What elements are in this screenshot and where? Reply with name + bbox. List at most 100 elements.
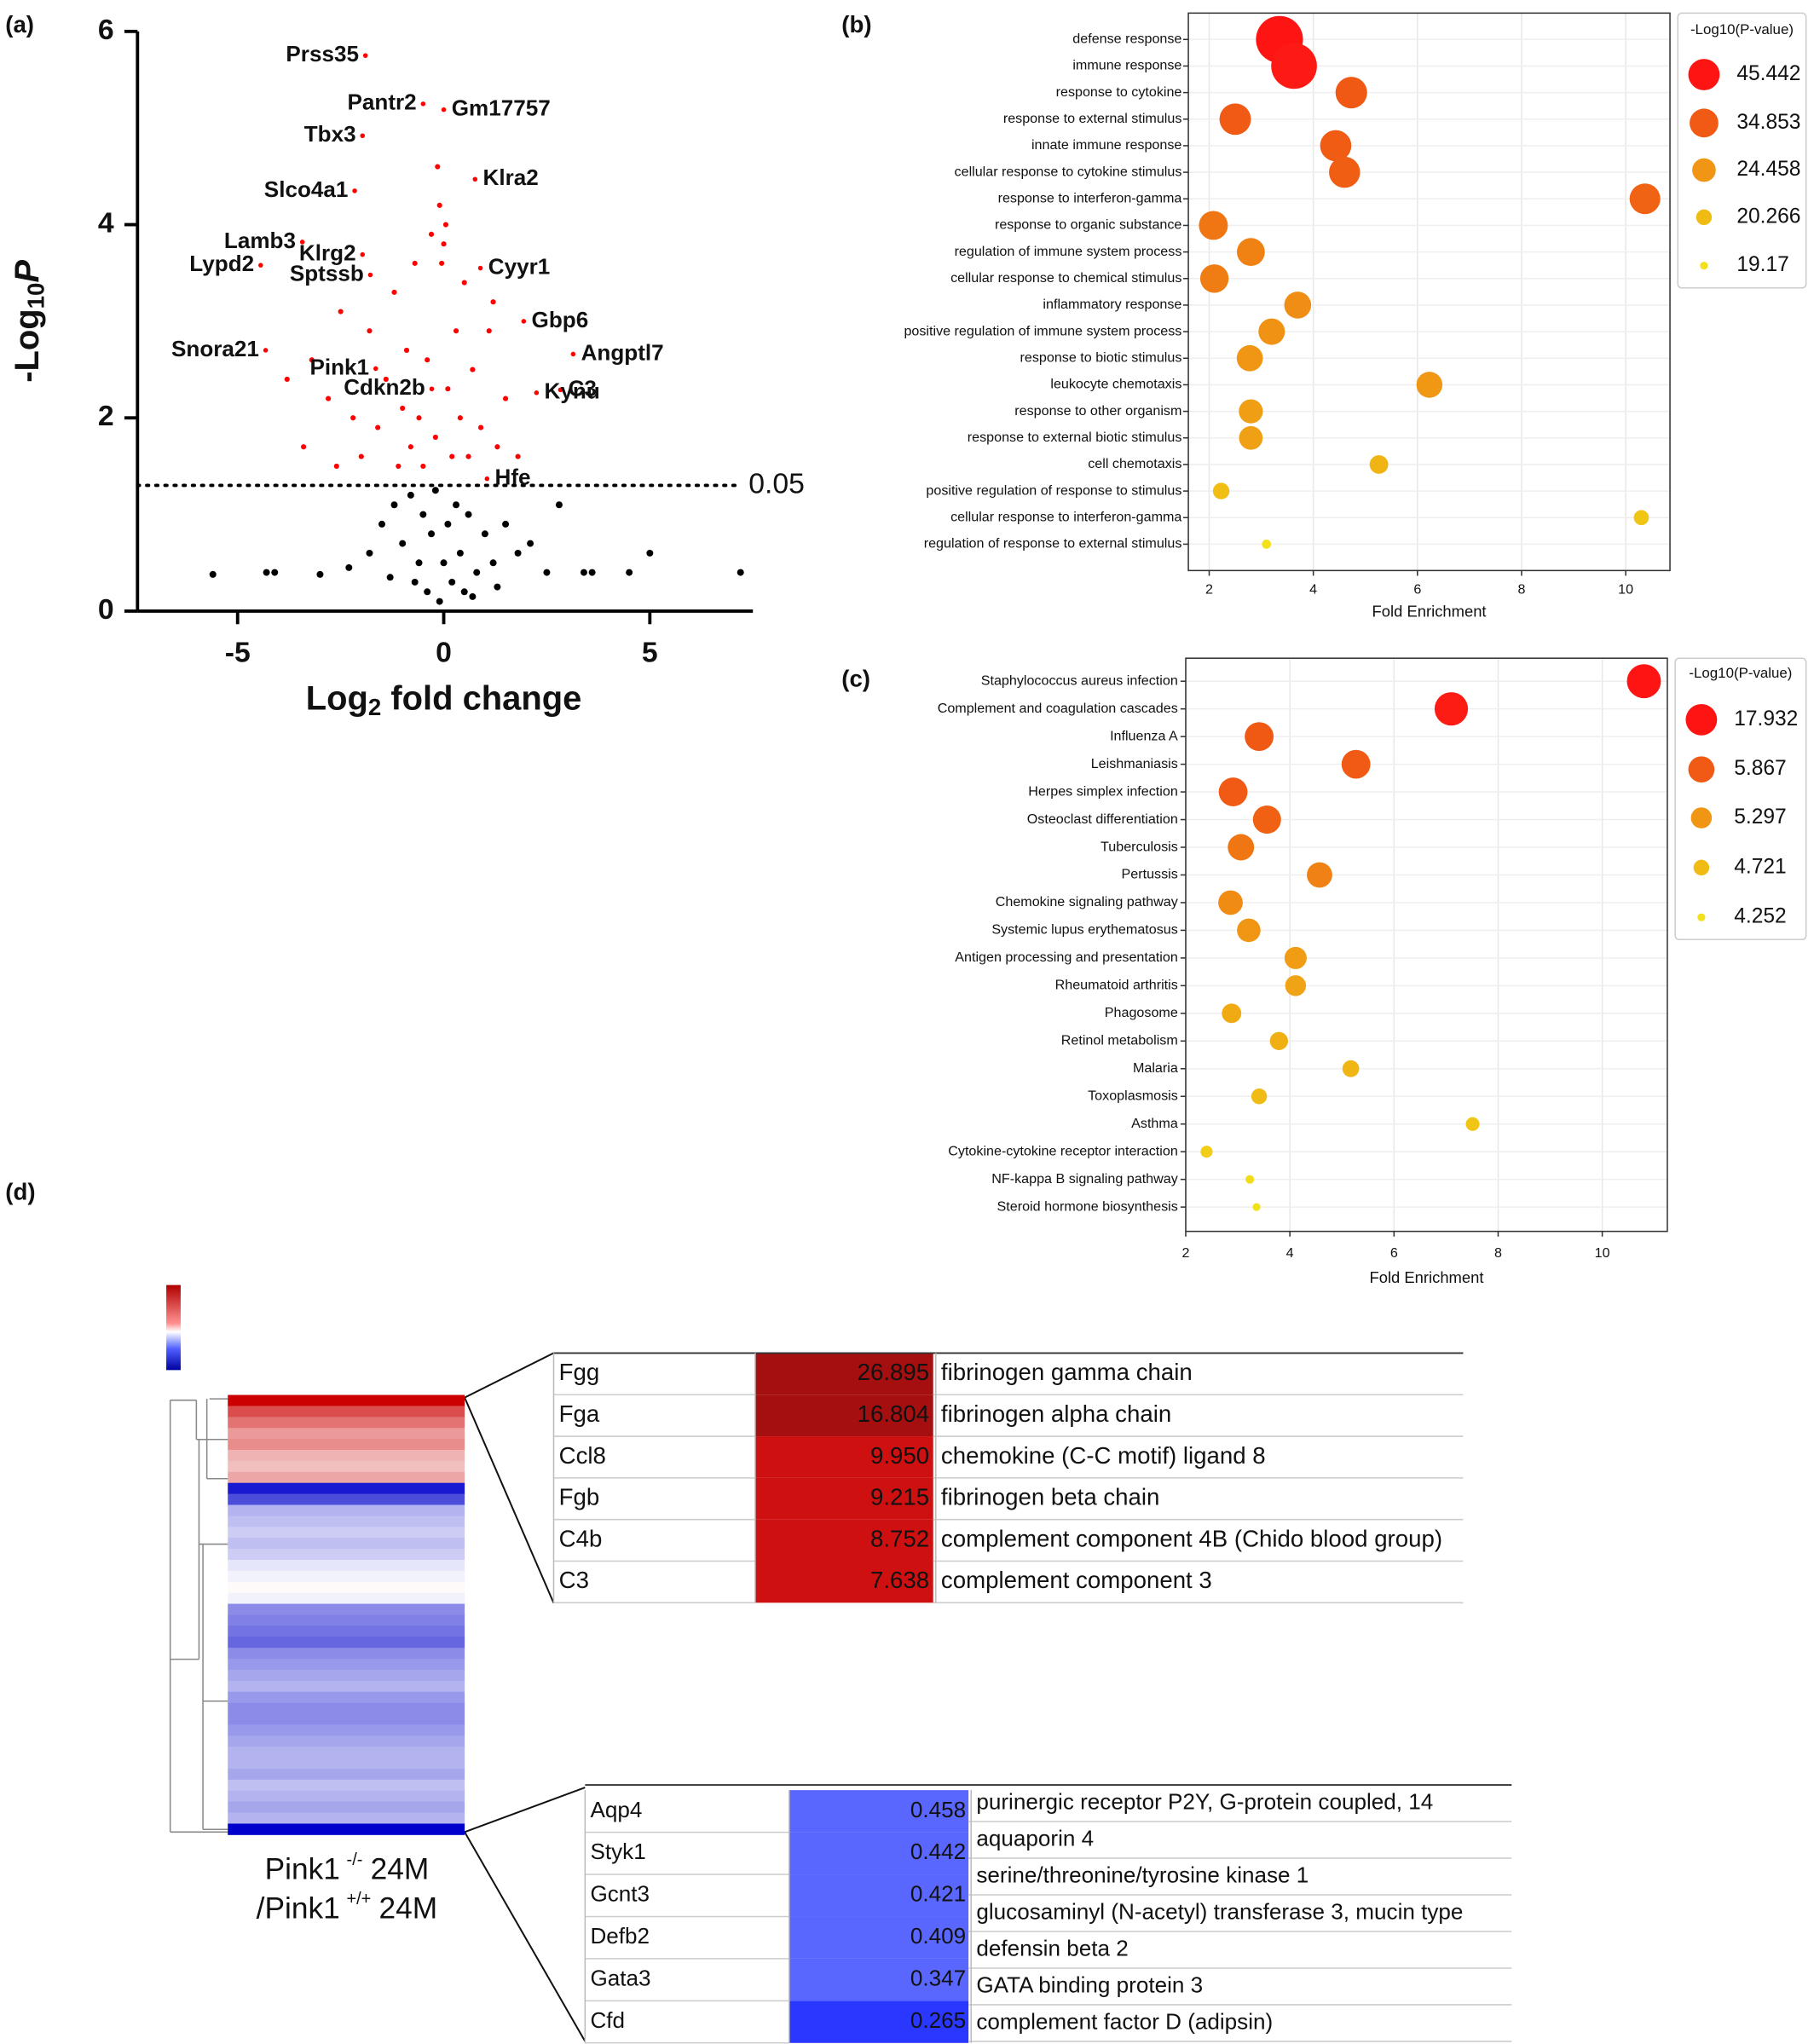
value-text: 9.215 [870,1484,929,1510]
description-cell: fibrinogen gamma chain [941,1359,1193,1385]
description-cell: GATA binding protein 3 [976,1972,1203,1997]
labeled-point [360,251,366,257]
point [494,444,500,450]
bubble [1245,1175,1255,1184]
x-tick-label: 2 [1205,582,1213,598]
point [441,241,447,247]
gene-label: Cyyr1 [488,253,551,279]
caption-text: 24M [371,1853,430,1886]
point [407,491,414,499]
value-cell [789,1790,969,1833]
heatmap-row [228,1659,465,1671]
gene-label: Cdkn2b [344,374,425,400]
category-label: immune response [1072,58,1181,73]
bubble [1285,975,1307,996]
point [284,376,290,382]
point [440,559,448,567]
point [494,583,501,591]
point [419,511,427,518]
value-text: 0.421 [910,1881,966,1907]
y-tick-label: 0 [98,593,114,626]
heatmap-row [228,1747,465,1758]
category-label: leukocyte chemotaxis [1050,377,1181,392]
category-label: response to organic substance [995,217,1181,233]
heatmap-row [228,1790,465,1803]
gene-cell: Ccl8 [559,1442,606,1469]
bubble [1329,156,1360,188]
bubble [1239,399,1263,424]
point [486,328,492,334]
legend-marker [1692,158,1716,182]
legend-marker [1688,756,1715,783]
value-text: 16.804 [858,1400,930,1427]
x-axis-label: Log2 fold change [306,679,582,720]
gene-cell: Cfd [590,2007,625,2033]
bubble [1335,77,1367,109]
legend-label: 19.17 [1736,253,1788,276]
heatmap-row [228,1406,465,1418]
description-cell: complement component 3 [941,1567,1212,1593]
heatmap-row [228,1428,465,1440]
category-label: response to other organism [1014,403,1181,419]
point [543,569,551,576]
point [439,260,445,266]
point [400,405,406,411]
category-label: Tuberculosis [1101,839,1178,854]
category-label: Herpes simplex infection [1028,783,1178,799]
heatmap-row [228,1724,465,1736]
description-cell: fibrinogen beta chain [941,1484,1160,1510]
point [515,453,521,459]
category-label: regulation of immune system process [955,244,1182,259]
category-label: positive regulation of immune system pro… [904,323,1181,338]
value-text: 26.895 [858,1359,930,1385]
legend-label: 34.853 [1736,111,1800,134]
heatmap-row [228,1559,465,1572]
heatmap-row [228,1801,465,1814]
heatmap-row [228,1482,465,1495]
bubble [1200,1146,1213,1158]
heatmap-row [228,1625,465,1637]
category-label: Antigen processing and presentation [955,950,1178,965]
gene-cell: Fgb [559,1484,600,1510]
gene-label: Pantr2 [348,89,417,115]
point [469,592,477,600]
bubble [1369,455,1389,474]
bubble [1434,692,1469,726]
description-cell: complement factor D (adipsin) [976,2008,1273,2034]
bubble [1341,749,1371,779]
labeled-point [477,265,483,271]
heatmap-row [228,1450,465,1462]
point [465,453,471,459]
heatmap-row [228,1504,465,1516]
point [367,328,373,334]
point [378,520,385,528]
point [489,559,497,567]
heatmap-row [228,1516,465,1527]
heatmap-row [228,1471,465,1484]
panel-label: (a) [5,11,34,38]
label-part: Log [306,679,368,717]
value-text: 0.265 [910,2007,966,2033]
legend-title: -Log10(P-value) [1690,21,1794,38]
point [431,487,439,494]
x-axis-label: Fold Enrichment [1372,602,1487,620]
category-label: Phagosome [1105,1005,1178,1020]
labeled-point [367,272,373,278]
heatmap-row [228,1735,465,1747]
point [432,434,438,440]
category-label: Retinol metabolism [1061,1033,1178,1048]
gene-label: Gm17757 [452,95,551,121]
point [442,222,449,228]
bubble [1626,664,1661,699]
threshold-label: 0.05 [748,467,805,499]
category-label: Rheumatoid arthritis [1055,978,1178,993]
category-label: defense response [1072,32,1181,47]
labeled-point [362,53,368,58]
point [338,309,344,315]
value-text: 7.638 [870,1567,929,1593]
description-cell: aquaporin 4 [976,1825,1094,1851]
x-tick-label: 6 [1413,582,1421,598]
value-cell [754,1519,933,1562]
heatmap-row [228,1549,465,1561]
legend-marker [1696,209,1713,226]
